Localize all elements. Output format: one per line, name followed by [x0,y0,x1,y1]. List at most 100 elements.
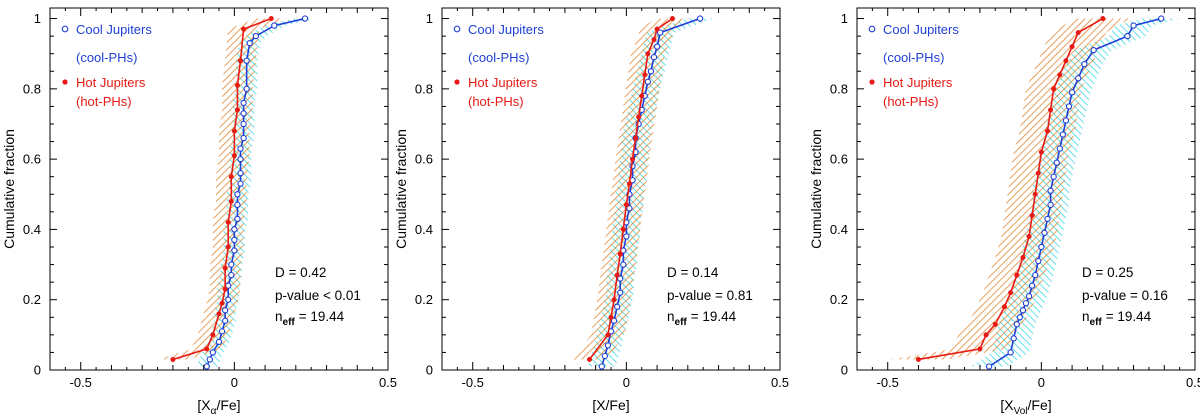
cool-data-point [243,85,250,92]
hot-data-point [983,332,989,338]
ks-neff-value: neff = 19.44 [1082,309,1152,328]
hot-data-point [1057,72,1063,78]
cool-data-point [243,57,250,64]
x-tick-label: -0.5 [70,375,92,390]
chart-panel-3: 0 0.2 0.4 0.6 0.8 1 -0.5 0 0.5 Cumulative fractio… [808,7,1200,415]
x-axis-title-main: [X/Fe] [592,397,629,413]
cool-data-point [240,110,247,117]
legend-hot-sublabel: (hot-PHs) [76,94,132,109]
cool-data-point [1022,300,1030,307]
legend-cool-sublabel: (cool-PHs) [468,50,529,65]
legend: Cool Jupiters (cool-PHs) Hot Jupiters (hot-… [868,22,959,109]
cool-data-point [246,39,253,47]
x-axis-title-main: [X [1000,397,1014,413]
legend-hot-sublabel: (hot-PHs) [883,94,939,109]
hot-data-point [623,202,629,208]
neff-number: = 19.44 [299,309,345,324]
ks-d-value: D = 0.42 [275,265,326,280]
hot-data-point [669,15,676,22]
legend-hot-marker [869,79,875,85]
hot-data-point [1035,170,1041,176]
cool-data-point [617,289,624,296]
hot-series-line [172,17,272,361]
x-tick-label: -0.5 [877,375,899,390]
hot-data-point [642,72,648,78]
x-tick-label: 0 [623,375,630,390]
hot-data-point [228,174,234,180]
ks-d-value: D = 0.25 [1082,265,1133,280]
hot-data-point [222,265,228,271]
hot-data-point [1063,58,1069,64]
cool-data-point [215,338,223,346]
cool-data-point [240,120,247,128]
x-axis-title-tail: /Fe] [1028,397,1052,413]
cool-data-point [644,78,652,85]
y-tick-label: 0.6 [23,152,41,167]
hot-data-point [241,26,247,32]
cool-data-point [209,349,217,356]
cool-data-point [271,22,278,29]
hot-data-point [617,251,623,257]
y-tick-label: 0.8 [830,81,848,96]
y-axis-title: Cumulative fraction [808,129,824,249]
hot-data-point [977,346,983,352]
cool-data-point [221,317,229,324]
chart-panel-2: 0 0.2 0.4 0.6 0.8 1 -0.5 0 0.5 Cumulative fractio… [393,7,789,413]
cool-data-point [598,363,605,370]
hot-data-point [210,332,216,338]
cool-data-point [228,271,235,279]
cool-data-point [1044,215,1051,223]
x-axis-title-tail: /Fe] [216,397,240,413]
x-axis-title: [XVol/Fe] [1000,397,1051,415]
cool-data-point [696,15,704,22]
ks-statistics: D = 0.14 p-value = 0.81 neff = 19.44 [667,265,753,328]
hot-data-point [626,181,632,187]
legend-cool-sublabel: (cool-PHs) [883,50,944,65]
legend-cool-marker [868,25,876,33]
neff-number: = 19.44 [691,309,737,324]
y-tick-label: 0.6 [830,152,848,167]
legend-hot-label: Hot Jupiters [468,75,538,90]
cool-data-point [1068,89,1076,96]
hot-data-point [170,356,176,363]
hot-data-point [633,135,639,141]
hot-data-point [639,93,645,99]
x-tick-label: -0.5 [462,375,484,390]
hot-data-point [636,114,642,120]
x-axis-title-main: [X [197,397,211,413]
cool-data-point [1010,335,1017,342]
cool-data-point [1013,321,1020,328]
cool-data-point [218,328,226,335]
neff-symbol: n [667,309,675,324]
hot-data-point [219,300,225,306]
y-tick-label: 0.6 [415,152,433,167]
hot-data-point [992,321,998,327]
legend: Cool Jupiters (cool-PHs) Hot Jupiters (hot-… [61,22,152,109]
cool-data-point [1050,173,1057,180]
hot-confidence-band [157,18,287,360]
hot-data-point [222,286,228,292]
y-tick-label: 1 [426,11,433,26]
legend: Cool Jupiters (cool-PHs) Hot Jupiters (hot-… [453,22,544,109]
cool-data-point [1130,22,1137,29]
neff-subscript: eff [283,317,296,328]
ks-p-value: p-value < 0.01 [275,288,361,303]
cool-data-point [1035,257,1042,265]
cool-data-point [240,99,247,107]
cool-data-point [231,247,238,254]
cool-data-point [237,180,244,187]
legend-hot-sublabel: (hot-PHs) [468,94,524,109]
hot-data-point [620,226,626,232]
hot-data-point [1044,128,1051,134]
x-axis-title: [Xα/Fe] [197,397,240,415]
cool-data-point [985,363,993,370]
cool-data-point [617,275,624,282]
legend-cool-sublabel: (cool-PHs) [76,50,137,65]
hot-data-point [225,244,231,250]
cool-data-point [1016,314,1024,321]
hot-data-point [225,219,231,225]
y-tick-label: 0 [841,363,848,378]
cool-data-point [228,261,235,268]
ks-statistics: D = 0.25 p-value = 0.16 neff = 19.44 [1082,265,1168,328]
